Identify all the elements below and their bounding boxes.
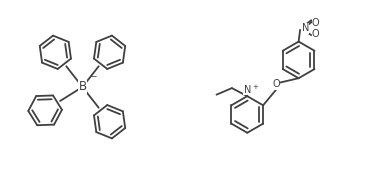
Text: −: − — [90, 71, 97, 80]
Text: +: + — [252, 84, 258, 90]
Text: B: B — [78, 81, 86, 93]
Text: O: O — [272, 79, 280, 89]
Text: O: O — [312, 18, 319, 28]
Text: N: N — [302, 23, 309, 33]
Text: O: O — [312, 29, 319, 39]
Text: N: N — [243, 85, 251, 95]
